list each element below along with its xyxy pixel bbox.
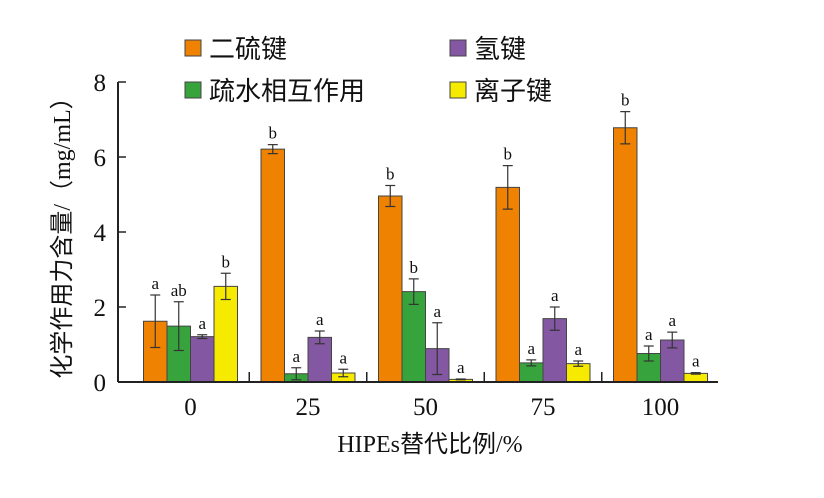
legend-label: 氢键 xyxy=(474,35,526,64)
legend-label: 二硫键 xyxy=(209,35,287,64)
y-tick-label: 0 xyxy=(94,370,107,397)
y-tick-label: 2 xyxy=(94,295,107,322)
significance-label: b xyxy=(269,124,278,143)
significance-label: b xyxy=(621,91,630,110)
significance-label: a xyxy=(316,310,324,329)
x-tick-label: 0 xyxy=(184,394,197,421)
significance-label: a xyxy=(645,325,653,344)
significance-label: a xyxy=(198,314,206,333)
bar xyxy=(495,186,520,383)
legend-swatch xyxy=(184,81,202,99)
y-tick-label: 8 xyxy=(94,70,107,97)
bar xyxy=(613,127,638,383)
bar xyxy=(190,336,215,383)
significance-label: a xyxy=(292,347,300,366)
bar xyxy=(378,195,403,383)
significance-label: b xyxy=(410,258,419,277)
significance-label: b xyxy=(222,252,231,271)
bar xyxy=(401,291,426,383)
y-tick-label: 4 xyxy=(94,220,107,247)
x-tick-label: 25 xyxy=(296,394,321,421)
significance-label: a xyxy=(339,348,347,367)
x-tick-label: 50 xyxy=(413,394,438,421)
significance-label: a xyxy=(668,311,676,330)
legend-swatch xyxy=(184,39,202,57)
significance-label: a xyxy=(574,340,582,359)
significance-label: a xyxy=(551,286,559,305)
legend-label: 疏水相互作用 xyxy=(209,77,365,106)
significance-label: a xyxy=(457,358,465,377)
significance-label: a xyxy=(527,339,535,358)
significance-label: a xyxy=(433,302,441,321)
significance-label: a xyxy=(692,352,700,371)
axes: 0 2 4 6 8 0 25 50 75 100 xyxy=(94,70,718,421)
legend-swatch xyxy=(449,39,467,57)
x-tick-label: 75 xyxy=(531,394,556,421)
legend-label: 离子键 xyxy=(474,77,552,106)
legend-swatch xyxy=(449,81,467,99)
y-axis-label: 化学作用力含量/（mg/mL） xyxy=(49,85,76,378)
significance-label: b xyxy=(386,165,395,184)
bar xyxy=(213,285,238,383)
x-tick-label: 100 xyxy=(642,394,680,421)
x-axis-label: HIPEs替代比例/% xyxy=(337,431,522,458)
significance-label: b xyxy=(504,145,513,164)
y-tick-label: 6 xyxy=(94,145,107,172)
significance-label: ab xyxy=(171,281,187,300)
significance-label: a xyxy=(151,274,159,293)
bar xyxy=(260,148,285,383)
